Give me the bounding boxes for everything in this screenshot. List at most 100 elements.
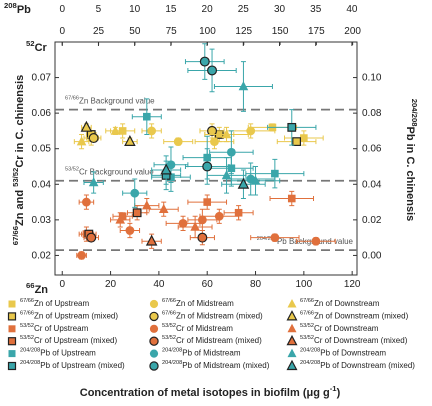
point	[147, 126, 157, 136]
legend-marker	[8, 325, 16, 333]
x-tick-label: 40	[153, 279, 165, 290]
y2-tick-label: 0.00	[362, 250, 382, 261]
legend-marker	[149, 299, 159, 309]
point	[76, 136, 87, 146]
x3-tick-label: 50	[129, 26, 141, 37]
point	[207, 125, 218, 136]
y-tick-label: 0.02	[32, 250, 52, 261]
legend-label: 204/208Pb of Midstream	[162, 348, 241, 358]
y2-tick-label: 0.08	[362, 108, 382, 119]
x3-tick-label: 200	[344, 26, 361, 37]
point	[202, 161, 213, 172]
point	[173, 137, 183, 147]
background-label: 53/52Cr Background value	[65, 167, 154, 177]
legend-marker	[286, 310, 298, 321]
x3-tick-label: 175	[308, 26, 325, 37]
point	[221, 129, 232, 139]
point	[160, 163, 172, 175]
legend-label: 53/52Cr of Midstream (mixed)	[162, 336, 262, 346]
x-tick-label: 100	[296, 279, 313, 290]
point	[88, 133, 99, 144]
x-tick-label: 0	[59, 279, 65, 290]
point	[145, 234, 158, 246]
point	[271, 169, 279, 178]
x3-tick-label: 125	[235, 26, 252, 37]
point	[203, 198, 212, 206]
point	[143, 112, 151, 121]
point	[287, 194, 296, 203]
x2-tick-label: 20	[202, 4, 214, 15]
point	[300, 134, 308, 142]
point	[190, 221, 200, 231]
legend-label: 204/208Pb of Upstream (mixed)	[20, 360, 125, 370]
y-tick-label: 0.04	[32, 179, 52, 190]
legend-label: 67/66Zn of Downstream (mixed)	[300, 311, 409, 321]
y-tick-label: 0.06	[32, 108, 52, 119]
point	[82, 197, 91, 207]
legend-label: 53/52Cr of Downstream	[300, 323, 379, 333]
legend-label: 204/208Pb of Upstream	[20, 348, 96, 358]
y-tick-label: 0.07	[32, 72, 52, 83]
legend-label: 53/52Cr of Midstream	[162, 323, 233, 333]
left-axis-top-label: 52Cr	[26, 39, 48, 54]
x3-tick-label: 100	[199, 26, 216, 37]
legend-marker	[287, 348, 297, 358]
legend-marker	[287, 323, 297, 333]
legend-marker	[8, 300, 16, 308]
legend-marker	[149, 361, 159, 371]
legend-marker	[286, 359, 298, 371]
point	[197, 232, 208, 243]
point	[130, 188, 140, 198]
point	[226, 147, 236, 157]
x-tick-label: 120	[344, 279, 361, 290]
point	[207, 65, 218, 76]
top-axis-label: 208Pb	[4, 1, 31, 16]
legend-label: 53/52Cr of Upstream	[20, 323, 89, 333]
point	[80, 120, 93, 132]
point	[124, 135, 136, 147]
point	[270, 233, 280, 243]
point	[199, 56, 210, 67]
left-axis-bottom-label: 66Zn	[26, 281, 48, 296]
point	[221, 170, 232, 180]
legend-label: 67/66Zn of Midstream (mixed)	[162, 311, 263, 321]
point	[158, 203, 169, 213]
point	[125, 226, 135, 235]
point	[292, 137, 301, 147]
y2-axis-label: 204/208Pb in C. chinensis	[404, 99, 419, 222]
x2-tick-label: 5	[96, 4, 102, 15]
x3-tick-label: 75	[166, 26, 178, 37]
point	[142, 200, 152, 210]
legend-marker	[286, 334, 298, 346]
point	[197, 215, 207, 225]
point	[110, 125, 121, 135]
legend-label: 67/66Zn of Midstream	[162, 298, 234, 308]
legend-label: 53/52Cr of Upstream (mixed)	[20, 336, 117, 346]
point	[238, 81, 249, 91]
legend-label: 67/66Zn of Upstream (mixed)	[20, 311, 118, 321]
point	[214, 211, 224, 221]
x3-tick-label: 0	[59, 26, 65, 37]
x2-tick-label: 35	[310, 4, 322, 15]
point	[234, 208, 243, 217]
point	[118, 212, 127, 221]
x2-tick-label: 30	[274, 4, 286, 15]
point	[178, 219, 188, 228]
point	[166, 160, 176, 170]
x3-tick-label: 150	[272, 26, 289, 37]
y-tick-label: 0.03	[32, 215, 52, 226]
x2-tick-label: 25	[238, 4, 250, 15]
legend-marker	[7, 312, 17, 321]
legend-marker	[149, 336, 159, 346]
x2-tick-label: 15	[165, 4, 177, 15]
x-tick-label: 60	[202, 279, 214, 290]
legend-label: 204/208Pb of Midstream (mixed)	[162, 360, 270, 370]
y2-tick-label: 0.06	[362, 143, 382, 154]
legend-marker	[149, 311, 159, 322]
point	[311, 236, 321, 246]
legend-label: 67/66Zn of Upstream	[20, 298, 89, 308]
point	[88, 177, 99, 187]
legend-marker	[149, 324, 159, 333]
y2-tick-label: 0.10	[362, 72, 382, 83]
point	[132, 208, 142, 218]
